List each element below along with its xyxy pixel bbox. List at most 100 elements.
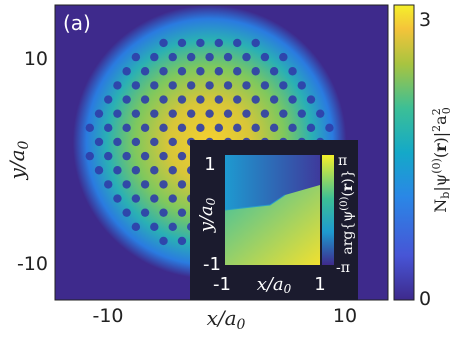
colorbar-label: Nb|ψ(0)(r)|2a20: [430, 107, 453, 212]
vortex-core: [104, 180, 113, 189]
vortex-core: [150, 166, 159, 175]
y-tick-label: -10: [17, 253, 48, 275]
vortex-core: [159, 236, 168, 246]
vortex-core: [113, 166, 122, 175]
vortex-core: [279, 52, 288, 62]
vortex-core: [196, 123, 205, 133]
vortex-core: [113, 109, 122, 118]
vortex-core: [233, 38, 242, 48]
vortex-core: [140, 180, 150, 189]
vortex-core: [288, 67, 297, 76]
inset-y-tick-label: -1: [203, 254, 221, 275]
vortex-core: [269, 123, 279, 133]
vortex-core: [214, 123, 224, 133]
vortex-core: [288, 123, 297, 133]
vortex-core: [196, 38, 205, 48]
vortex-core: [223, 52, 233, 62]
colorbar-tick-label: 0: [419, 288, 431, 310]
vortex-core: [104, 151, 113, 161]
vortex-core: [186, 81, 196, 90]
inset-y-axis-label: y/a0: [196, 197, 218, 233]
vortex-core: [85, 151, 94, 161]
vortex-core: [94, 166, 104, 175]
inset: 1 -1 y/a0 -1 1 x/a0 π -π arg{ψ(0)(r)}: [190, 140, 358, 300]
vortex-core: [140, 208, 150, 217]
vortex-core: [94, 137, 104, 147]
vortex-core: [85, 123, 94, 133]
vortex-core: [168, 222, 177, 232]
vortex-core: [168, 194, 177, 203]
colorbar-tick-label: 3: [419, 9, 431, 31]
inset-colorbar: [322, 155, 334, 265]
vortex-core: [251, 38, 260, 48]
vortex-core: [159, 208, 168, 217]
vortex-core: [177, 123, 187, 133]
vortex-core: [104, 95, 113, 104]
inset-phase-map: [224, 155, 320, 265]
vortex-core: [159, 67, 168, 76]
y-tick-label: 10: [24, 48, 48, 70]
vortex-core: [223, 109, 233, 118]
vortex-core: [150, 137, 159, 147]
inset-colorbar-tick-label: π: [338, 153, 347, 169]
vortex-core: [140, 67, 150, 76]
vortex-core: [233, 67, 242, 76]
vortex-core: [104, 123, 113, 133]
vortex-core: [260, 109, 270, 118]
vortex-core: [205, 52, 214, 62]
vortex-core: [122, 95, 131, 104]
vortex-core: [140, 151, 150, 161]
vortex-core: [177, 67, 187, 76]
vortex-core: [279, 109, 288, 118]
inset-colorbar-tick-label: -π: [336, 260, 350, 276]
y-axis-label: y/a0: [5, 140, 32, 180]
vortex-core: [168, 81, 177, 90]
vortex-core: [233, 123, 242, 133]
vortex-core: [150, 194, 159, 203]
inset-x-tick-label: -1: [213, 274, 231, 295]
vortex-core: [131, 222, 141, 232]
vortex-core: [113, 194, 122, 203]
inset-y-tick-label: 1: [204, 154, 215, 175]
vortex-core: [122, 123, 131, 133]
vortex-core: [122, 67, 131, 76]
vortex-core: [131, 194, 141, 203]
x-tick-label: -10: [92, 305, 123, 327]
vortex-core: [242, 52, 251, 62]
colorbar-gradient: [393, 4, 415, 301]
vortex-core: [177, 151, 187, 161]
vortex-core: [297, 109, 306, 118]
inset-x-tick-label: 1: [314, 274, 325, 295]
vortex-core: [186, 52, 196, 62]
vortex-core: [168, 52, 177, 62]
vortex-core: [223, 81, 233, 90]
vortex-core: [150, 222, 159, 232]
vortex-core: [122, 180, 131, 189]
vortex-core: [233, 95, 242, 104]
vortex-core: [150, 109, 159, 118]
inset-colorbar-label: arg{ψ(0)(r)}: [339, 169, 356, 254]
vortex-core: [159, 151, 168, 161]
vortex-core: [122, 151, 131, 161]
vortex-core: [260, 52, 270, 62]
vortex-core: [131, 81, 141, 90]
vortex-core: [140, 123, 150, 133]
vortex-core: [177, 208, 187, 217]
vortex-core: [159, 38, 168, 48]
vortex-core: [269, 67, 279, 76]
vortex-core: [251, 67, 260, 76]
x-axis-label: x/a0: [207, 306, 246, 333]
vortex-core: [131, 109, 141, 118]
vortex-core: [113, 81, 122, 90]
vortex-core: [251, 123, 260, 133]
vortex-core: [177, 38, 187, 48]
vortex-core: [113, 137, 122, 147]
vortex-core: [306, 95, 316, 104]
vortex-core: [316, 109, 325, 118]
vortex-core: [131, 137, 141, 147]
vortex-core: [325, 123, 334, 133]
vortex-core: [242, 109, 251, 118]
vortex-core: [177, 180, 187, 189]
vortex-core: [205, 81, 214, 90]
